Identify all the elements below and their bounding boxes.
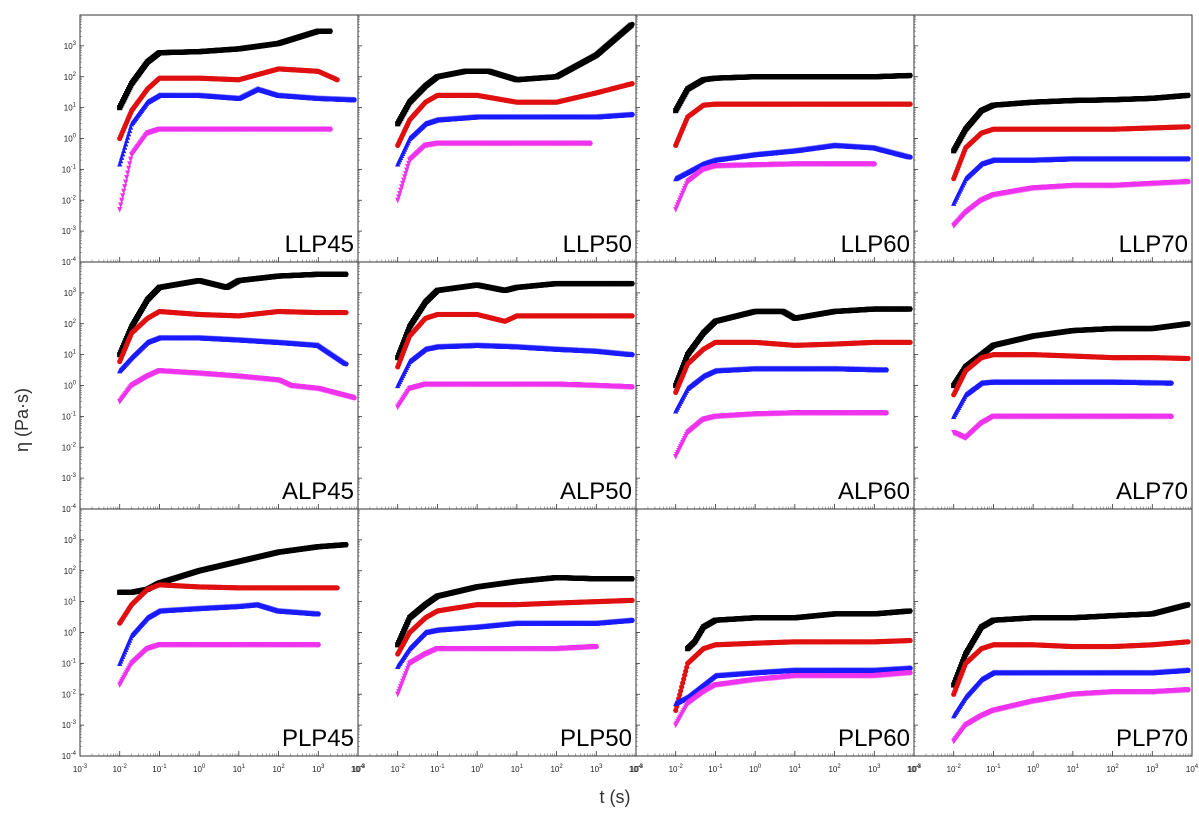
data-point — [1185, 124, 1191, 130]
data-point — [128, 124, 134, 130]
data-point — [907, 154, 913, 160]
data-point — [128, 156, 134, 163]
data-point — [351, 97, 357, 103]
panel-llp45: 10-4 10-3 10-2 10-1 100 101 102 103 LLP45 — [62, 14, 359, 267]
data-point — [119, 197, 125, 204]
data-point — [126, 130, 132, 137]
data-point — [117, 206, 123, 213]
panel-llp70: LLP70 — [913, 14, 1193, 263]
data-point — [121, 188, 127, 195]
series-2 — [395, 80, 635, 148]
panel-llp50: LLP50 — [357, 14, 637, 263]
series-2 — [951, 124, 1191, 182]
data-point — [327, 126, 333, 132]
data-point — [127, 161, 133, 167]
data-point — [343, 271, 349, 277]
data-point — [907, 72, 913, 79]
panel-llp60: LLP60 — [635, 14, 915, 263]
y-tick-label: 103 — [64, 288, 77, 298]
series-3 — [673, 142, 913, 182]
data-point — [125, 134, 131, 140]
y-tick-label: 102 — [64, 72, 77, 82]
data-point — [629, 111, 635, 118]
y-tick-label: 10-1 — [62, 411, 77, 421]
panel-label: LLP50 — [563, 231, 632, 258]
data-point — [1185, 179, 1191, 185]
series-4 — [395, 140, 593, 204]
series-1 — [951, 92, 1191, 154]
series-3 — [395, 111, 635, 167]
data-point — [117, 160, 123, 167]
y-tick-label: 10-3 — [62, 473, 77, 483]
data-point — [395, 197, 401, 204]
data-point — [334, 77, 340, 83]
data-point — [126, 165, 132, 172]
data-point — [629, 80, 635, 87]
data-point — [1185, 92, 1191, 98]
data-point — [1185, 156, 1191, 162]
data-point — [343, 309, 349, 316]
y-tick-label: 101 — [64, 103, 77, 113]
y-tick-label: 103 — [64, 41, 77, 51]
series-1 — [117, 28, 333, 111]
y-tick-label: 100 — [64, 134, 77, 144]
data-point — [120, 150, 126, 157]
series-2 — [117, 308, 349, 365]
series-4 — [951, 179, 1191, 229]
data-point — [119, 154, 125, 160]
y-tick-label: 10-3 — [62, 226, 77, 236]
y-tick-label: 10-4 — [62, 257, 77, 267]
data-point — [871, 161, 877, 167]
series-3 — [117, 85, 357, 167]
data-point — [120, 193, 126, 199]
data-point — [125, 170, 131, 177]
y-tick-label: 102 — [64, 319, 77, 329]
series-1 — [673, 72, 913, 114]
panels-layer: 10-4 10-3 10-2 10-1 100 101 102 103 LLP45 LLP50 LL… — [62, 14, 1199, 774]
data-point — [124, 174, 130, 181]
data-point — [122, 184, 128, 190]
y-tick-label: 10-2 — [62, 442, 77, 452]
series-2 — [673, 101, 913, 148]
series-2 — [117, 66, 340, 142]
y-tick-label: 10-4 — [62, 504, 77, 514]
data-point — [122, 144, 128, 150]
panel-label: LLP60 — [841, 231, 910, 258]
data-point — [124, 137, 130, 144]
panel-label: LLP45 — [285, 231, 354, 258]
panel-label: LLP70 — [1119, 231, 1188, 258]
series-4 — [673, 161, 877, 213]
data-point — [327, 28, 333, 34]
data-point — [121, 147, 127, 154]
data-point — [118, 157, 124, 164]
data-point — [123, 140, 129, 147]
y-tick-label: 101 — [64, 350, 77, 360]
y-tick-label: 10-1 — [62, 164, 77, 174]
series-4 — [117, 126, 333, 213]
y-tick-label: 100 — [64, 381, 77, 391]
data-point — [587, 140, 593, 146]
series-3 — [117, 334, 349, 374]
data-point — [127, 127, 133, 134]
data-point — [629, 21, 635, 27]
data-point — [123, 179, 129, 186]
data-point — [118, 202, 124, 209]
y-tick-label: 10-2 — [62, 195, 77, 205]
data-point — [907, 101, 913, 107]
series-1 — [395, 21, 635, 127]
